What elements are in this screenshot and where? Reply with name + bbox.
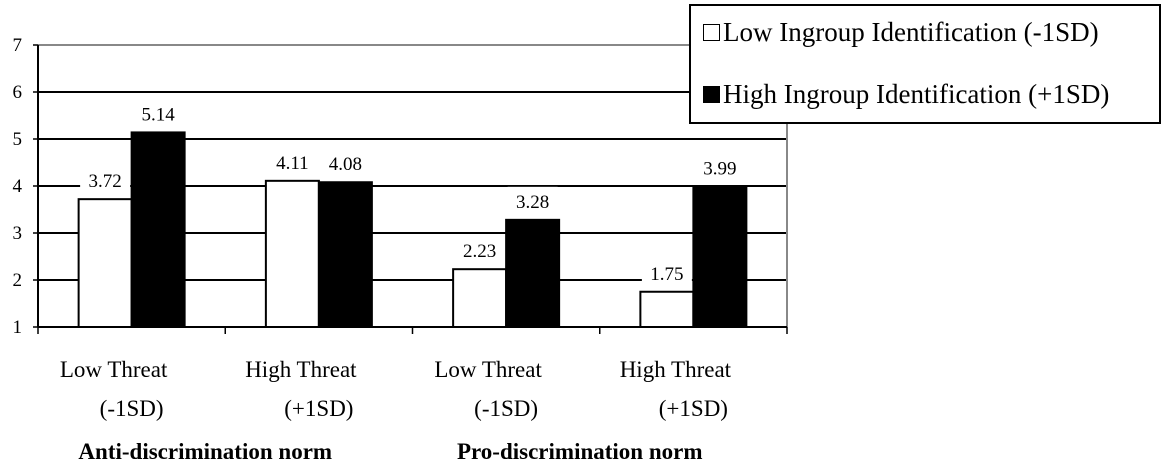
data-label-background: [320, 149, 371, 176]
data-label-background: [641, 258, 692, 285]
y-tick-label: 5: [13, 129, 23, 150]
data-label: 1.75: [650, 264, 683, 285]
data-label-background: [454, 236, 505, 263]
bar-low-identification: [452, 268, 508, 329]
legend-item-high-identification: High Ingroup Identification (+1SD): [703, 79, 1153, 109]
category-label: (+1SD): [284, 396, 353, 421]
category-label: High Threat: [245, 357, 357, 382]
bar-high-identification: [505, 218, 561, 328]
y-tick-label: 1: [13, 317, 23, 338]
category-label: Low Threat: [60, 357, 168, 382]
data-label-background: [80, 166, 131, 193]
data-label-background: [133, 99, 184, 126]
data-label-background: [694, 153, 745, 180]
legend-item-low-identification: Low Ingroup Identification (-1SD): [703, 17, 1153, 47]
data-label: 2.23: [463, 241, 496, 262]
data-label: 4.11: [276, 153, 309, 174]
data-label: 4.08: [329, 154, 362, 175]
category-label: (-1SD): [100, 396, 164, 421]
category-label: Low Threat: [434, 357, 542, 382]
bar-high-identification: [692, 185, 748, 328]
y-tick-label: 3: [13, 223, 23, 244]
y-tick-label: 7: [13, 35, 23, 56]
data-label: 3.72: [89, 171, 122, 192]
legend-label-low-identification: Low Ingroup Identification (-1SD): [723, 17, 1099, 47]
bar-high-identification: [317, 181, 373, 328]
data-label: 5.14: [142, 104, 176, 125]
legend-label-high-identification: High Ingroup Identification (+1SD): [723, 79, 1110, 109]
bar-low-identification: [264, 179, 320, 328]
bar-low-identification: [77, 198, 133, 328]
category-label: (-1SD): [474, 396, 538, 421]
data-label: 3.28: [516, 192, 549, 213]
y-tick-label: 2: [13, 270, 23, 291]
legend-swatch-black: [703, 86, 720, 103]
chart-legend: Low Ingroup Identification (-1SD) High I…: [689, 4, 1161, 124]
data-label: 3.99: [703, 158, 736, 179]
y-tick-label: 6: [13, 82, 23, 103]
data-label-background: [267, 147, 318, 174]
category-label: (+1SD): [659, 396, 728, 421]
y-tick-label: 4: [13, 176, 23, 197]
bar-high-identification: [130, 131, 186, 328]
data-label-background: [507, 186, 558, 213]
category-label: High Threat: [620, 357, 732, 382]
group-label: Pro-discrimination norm: [457, 439, 703, 464]
legend-swatch-white: [703, 24, 720, 41]
group-label: Anti-discrimination norm: [78, 439, 332, 464]
bar-low-identification: [639, 290, 695, 328]
